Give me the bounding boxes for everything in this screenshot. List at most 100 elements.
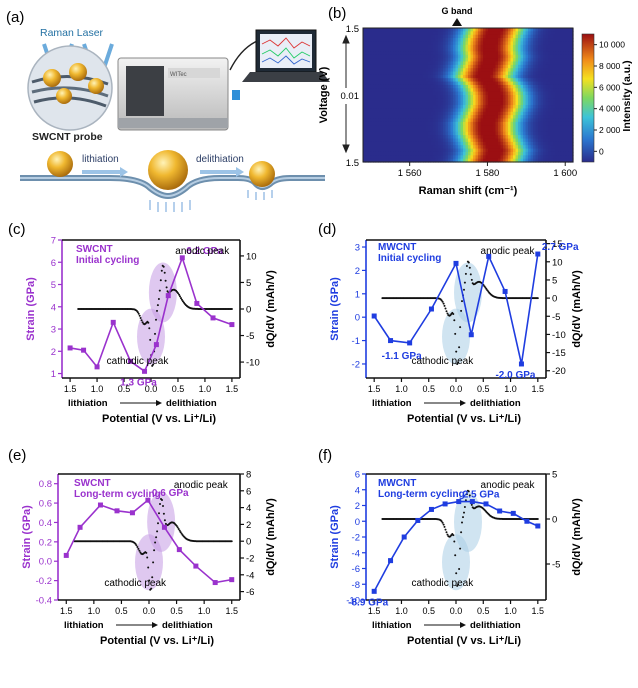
heatmap-cell: [453, 31, 457, 36]
left-tick-label: 0.4: [39, 518, 52, 529]
heatmap-cell: [408, 48, 412, 53]
heatmap-cell: [368, 64, 372, 69]
heatmap-cell: [380, 151, 384, 156]
heatmap-cell: [435, 58, 439, 63]
heatmap-cell: [510, 148, 514, 153]
heatmap-cell: [483, 34, 487, 39]
heatmap-cell: [550, 78, 554, 83]
heatmap-cell: [553, 54, 557, 59]
heatmap-cell: [440, 101, 444, 106]
heatmap-cell: [425, 115, 429, 120]
heatmap-cell: [470, 118, 474, 123]
heatmap-cell: [523, 141, 527, 146]
heatmap-cell: [535, 158, 539, 163]
heatmap-cell: [445, 121, 449, 126]
heatmap-cell: [470, 91, 474, 96]
heatmap-cell: [383, 88, 387, 93]
heatmap-cell: [530, 38, 534, 42]
heatmap-cell: [485, 81, 489, 86]
heatmap-cell: [423, 68, 427, 73]
left-tick-label: 5: [51, 280, 56, 291]
heatmap-cell: [368, 98, 372, 103]
legend-text: SWCNT: [76, 244, 113, 255]
heatmap-cell: [535, 28, 539, 32]
heatmap-cell: [525, 111, 529, 116]
heatmap-cell: [538, 68, 542, 73]
heatmap-cell: [400, 54, 404, 59]
heatmap-cell: [548, 61, 552, 66]
heatmap-cell: [425, 111, 429, 116]
heatmap-cell: [395, 48, 399, 53]
heatmap-cell: [535, 95, 539, 99]
dqdv-point: [463, 288, 465, 291]
heatmap-cell: [420, 78, 424, 83]
heatmap-cell: [543, 84, 547, 89]
heatmap-cell: [410, 31, 414, 36]
heatmap-cell: [415, 121, 419, 126]
heatmap-cell: [445, 71, 449, 76]
heatmap-cell: [400, 145, 404, 150]
heatmap-cell: [405, 95, 409, 99]
heatmap-cell: [373, 58, 377, 63]
heatmap-cell: [405, 138, 409, 143]
heatmap-cell: [390, 138, 394, 143]
dqdv-point: [151, 576, 154, 579]
dqdv-point: [176, 526, 179, 529]
heatmap-cell: [390, 145, 394, 150]
heatmap-cell: [543, 128, 547, 133]
heatmap-cell: [510, 58, 514, 63]
heatmap-cell: [560, 54, 564, 59]
heatmap-cell: [433, 118, 437, 123]
heatmap-cell: [518, 34, 522, 39]
heatmap-cell: [543, 81, 547, 86]
heatmap-cell: [465, 115, 469, 120]
heatmap-cell: [463, 34, 467, 39]
heatmap-cell: [388, 54, 392, 59]
heatmap-cell: [560, 84, 564, 89]
heatmap-cell: [478, 81, 482, 86]
heatmap-cell: [435, 64, 439, 69]
heatmap-cell: [413, 38, 417, 42]
heatmap-cell: [403, 74, 407, 79]
heatmap-cell: [418, 105, 422, 109]
heatmap-cell: [523, 95, 527, 99]
heatmap-cell: [443, 31, 447, 36]
heatmap-cell: [498, 128, 502, 133]
heatmap-cell: [383, 98, 387, 103]
heatmap-cell: [540, 101, 544, 106]
heatmap-cell: [555, 31, 559, 36]
heatmap-cell: [513, 41, 517, 46]
heatmap-cell: [400, 155, 404, 160]
heatmap-cell: [400, 51, 404, 56]
heatmap-cell: [505, 51, 509, 56]
heatmap-cell: [505, 138, 509, 143]
heatmap-cell: [553, 84, 557, 89]
heatmap-cell: [483, 58, 487, 63]
heatmap-cell: [535, 74, 539, 79]
heatmap-cell: [413, 138, 417, 143]
heatmap-cell: [448, 115, 452, 120]
strain-point: [535, 523, 541, 529]
heatmap-cell: [498, 118, 502, 123]
heatmap-cell: [465, 128, 469, 133]
heatmap-cell: [488, 128, 492, 133]
heatmap-cell: [525, 145, 529, 150]
heatmap-cell: [483, 148, 487, 153]
left-tick-label: -4: [352, 548, 360, 559]
heatmap-cell: [463, 148, 467, 153]
heatmap-cell: [415, 151, 419, 156]
heatmap-cell: [428, 31, 432, 36]
heatmap-cell: [525, 78, 529, 83]
heatmap-cell: [570, 51, 574, 56]
heatmap-cell: [565, 131, 569, 136]
heatmap-cell: [390, 118, 394, 123]
heatmap-cell: [510, 61, 514, 66]
heatmap-cell: [458, 151, 462, 156]
heatmap-cell: [448, 68, 452, 73]
heatmap-cell: [455, 44, 459, 49]
heatmap-cell: [555, 145, 559, 150]
heatmap-cell: [465, 58, 469, 63]
heatmap-cell: [513, 68, 517, 73]
heatmap-cell: [533, 31, 537, 36]
heatmap-cell: [530, 91, 534, 96]
